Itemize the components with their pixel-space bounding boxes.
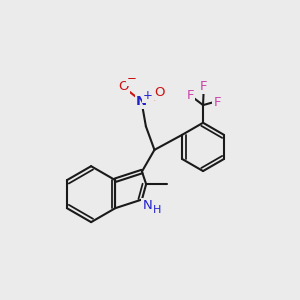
Text: N: N — [142, 200, 152, 212]
Text: O: O — [154, 86, 165, 99]
Text: H: H — [153, 205, 161, 215]
Text: −: − — [127, 72, 136, 85]
Text: F: F — [200, 80, 207, 93]
Text: F: F — [187, 89, 194, 102]
Text: N: N — [136, 95, 147, 108]
Text: F: F — [213, 96, 221, 109]
Text: O: O — [118, 80, 128, 93]
Text: +: + — [143, 89, 153, 102]
